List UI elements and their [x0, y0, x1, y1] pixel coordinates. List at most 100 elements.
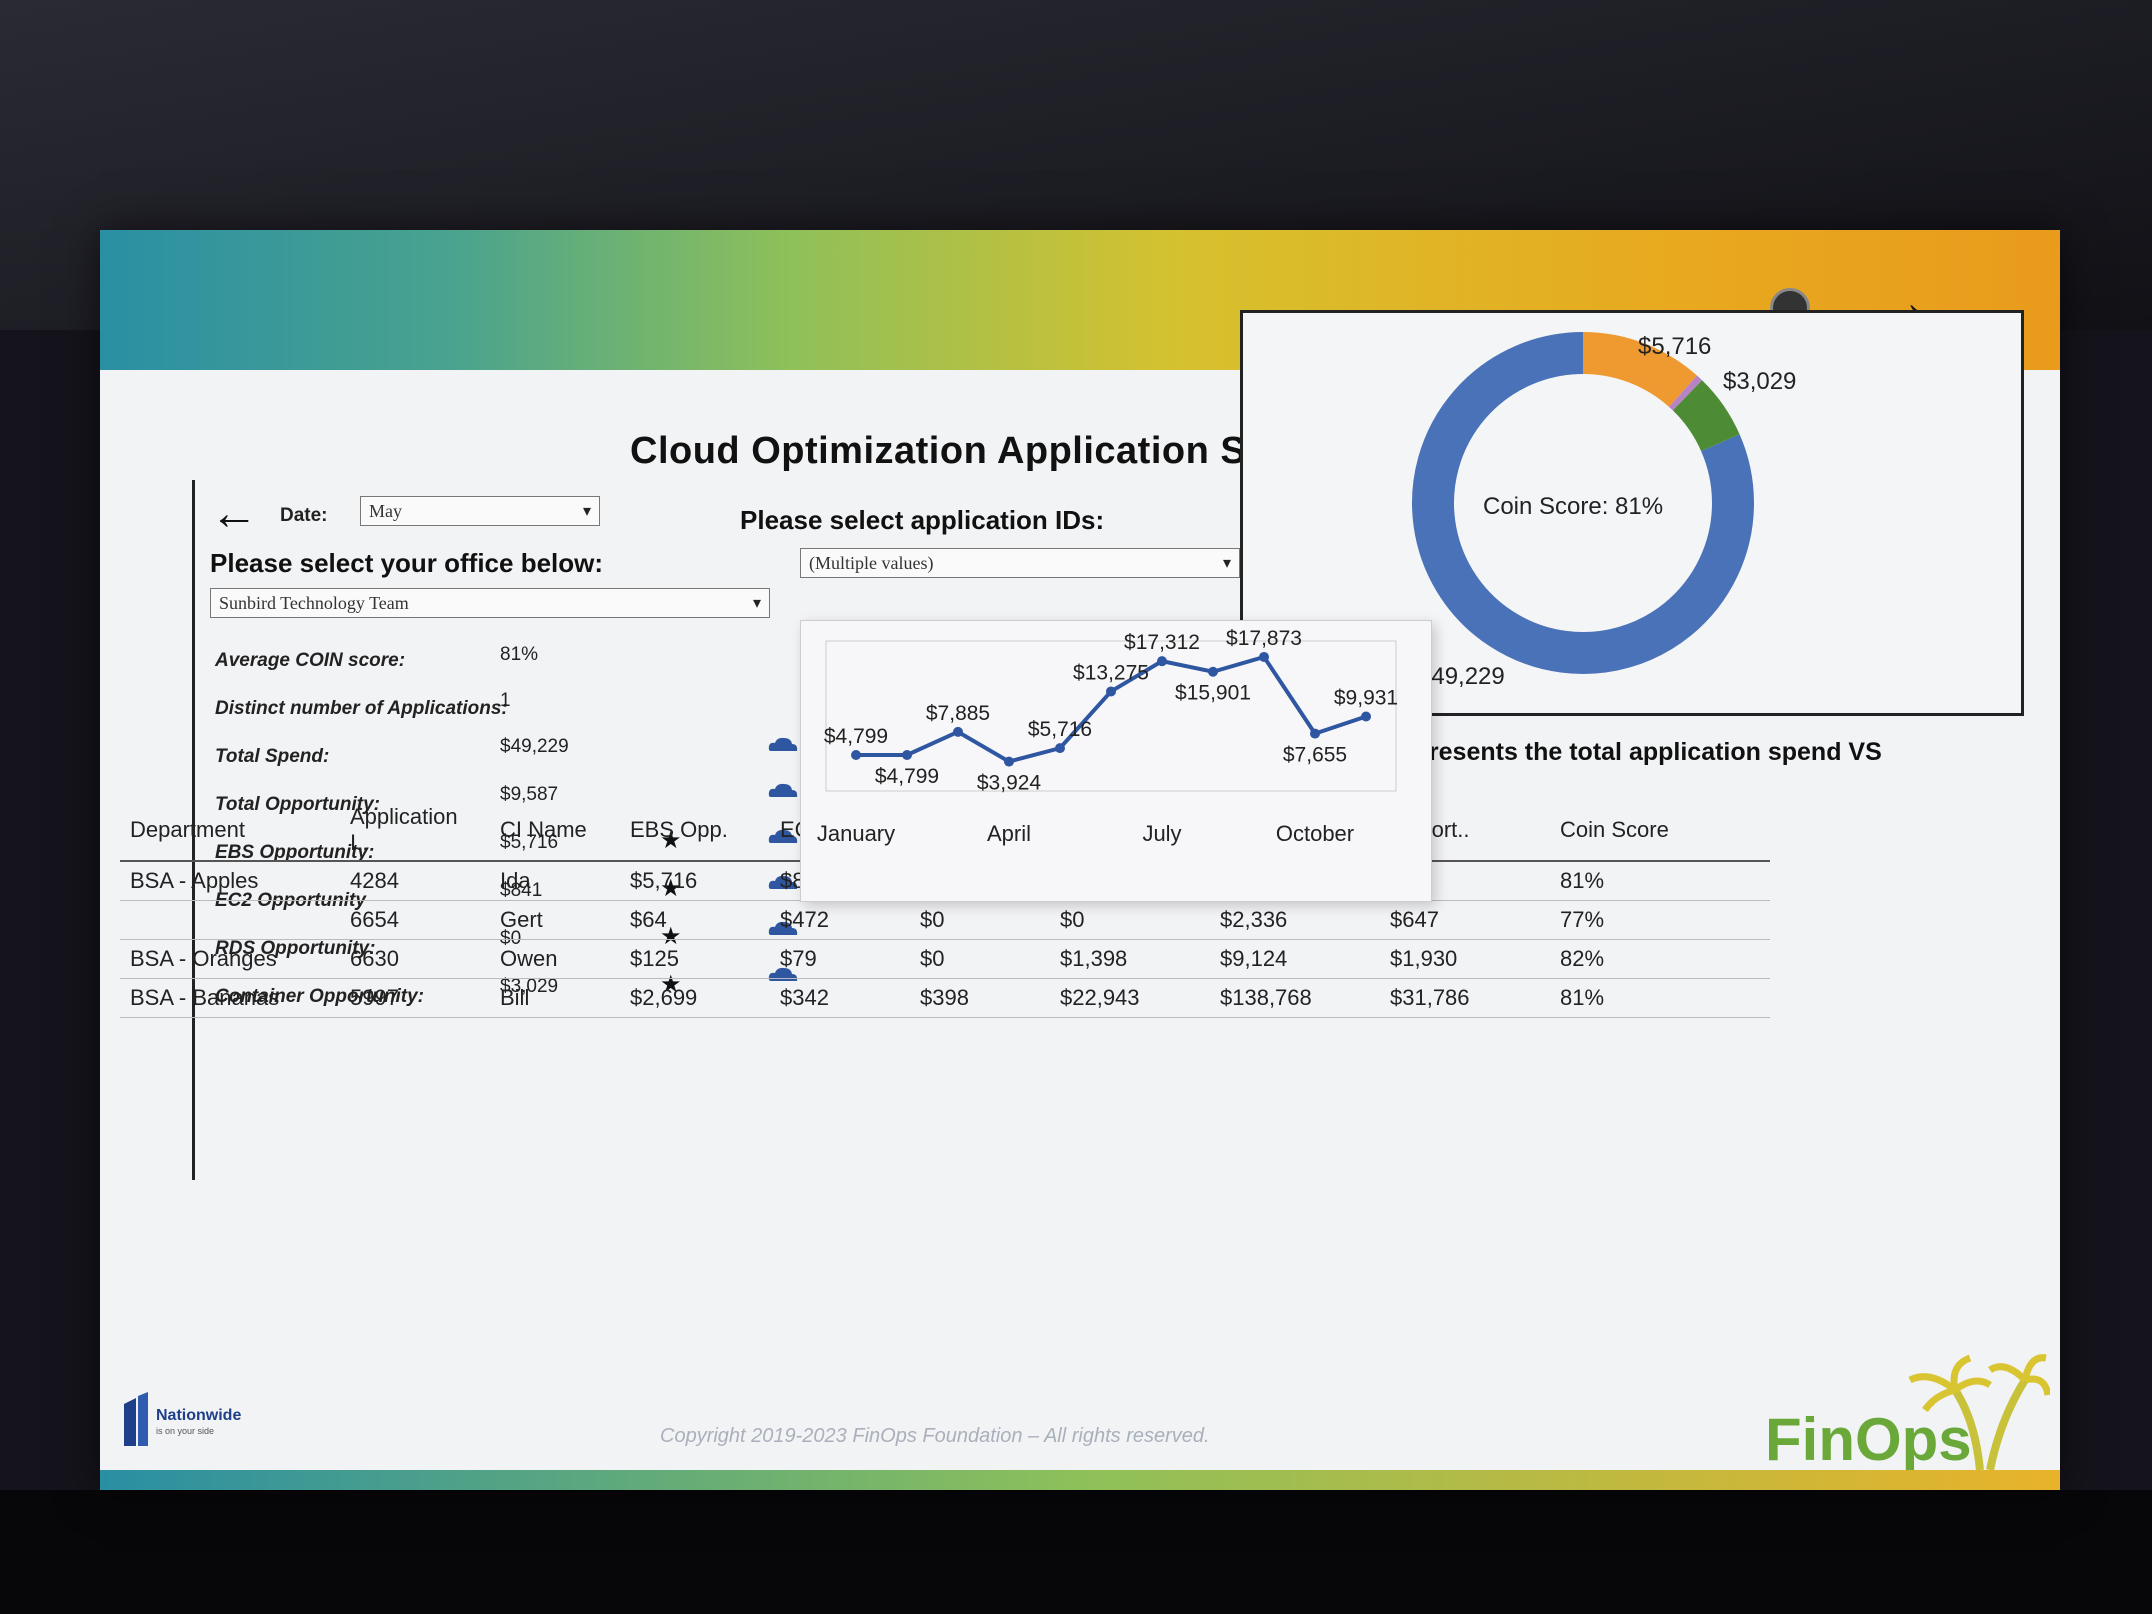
nationwide-logo: Nationwide is on your side [124, 1392, 241, 1446]
table-cell: $0 [910, 939, 1050, 979]
spend-trend-line-chart: $4,799 $4,799 $7,885 $3,924 $5,716 $13,275 $17… [817, 627, 1398, 846]
table-cell: Bill [490, 978, 620, 1018]
table-cell: $472 [770, 900, 910, 940]
coin-score-donut-panel: Coin Score: 81% $5,716 $3,029 $49,229 [1240, 310, 2024, 716]
projector-screen: → Cloud Optimization Application Summary… [100, 230, 2060, 1490]
plot-area [825, 640, 1397, 792]
donut-label-container: $3,029 [1723, 368, 1797, 395]
back-arrow-button[interactable]: ← [210, 487, 258, 540]
table-cell: $398 [910, 978, 1050, 1018]
nationwide-logo-text: Nationwide [156, 1407, 241, 1424]
chevron-down-icon: ▾ [752, 595, 761, 612]
data-point[interactable] [1208, 666, 1218, 677]
footer-strip [100, 1470, 2060, 1490]
data-label: $4,799 [875, 765, 939, 788]
office-heading: Please select your office below: [210, 548, 604, 578]
table-cell: $647 [1380, 900, 1550, 940]
office-value: Sunbird Technology Team [219, 593, 409, 613]
table-cell: 5997 [340, 978, 490, 1018]
app-ids-dropdown[interactable]: (Multiple values) ▾ [800, 548, 1240, 578]
table-cell: $138,768 [1210, 978, 1380, 1018]
metric-value: 1 [500, 690, 511, 711]
table-cell: $31,786 [1380, 978, 1550, 1018]
table-cell: $1,398 [1050, 939, 1210, 979]
donut-slice-container[interactable] [1672, 380, 1740, 452]
donut-slice-ebs[interactable] [1582, 332, 1697, 408]
nationwide-logo-tagline: is on your side [156, 1426, 214, 1436]
table-cell: $2,699 [620, 978, 770, 1018]
donut-label-ebs: $5,716 [1638, 333, 1712, 360]
column-header[interactable]: Coin Score [1550, 800, 1770, 862]
table-cell: $2,336 [1210, 900, 1380, 940]
legend-note: represents the total application spend V… [1390, 738, 1882, 766]
cloud-icon [768, 737, 798, 751]
table-cell: $9,124 [1210, 939, 1380, 979]
finops-logo-text: FinOps [1765, 1406, 1972, 1473]
table-cell: 81% [1550, 861, 1770, 901]
app-ids-value: (Multiple values) [809, 553, 934, 573]
data-point[interactable] [902, 750, 912, 761]
table-cell: $342 [770, 978, 910, 1018]
cloud-icon [768, 783, 798, 797]
data-point[interactable] [953, 726, 963, 737]
table-row[interactable]: BSA - Oranges 6630 Owen $125 $79 $0 $1,3… [120, 939, 1770, 979]
column-header[interactable]: CI Name [490, 800, 620, 862]
data-label: $17,312 [1124, 631, 1200, 654]
data-point[interactable] [1310, 728, 1320, 739]
table-cell: BSA - Bananas [120, 978, 340, 1018]
table-cell: Owen [490, 939, 620, 979]
data-label: $3,924 [977, 772, 1042, 795]
column-header[interactable]: EBS Opp. [620, 800, 770, 862]
spend-trend-tooltip: $4,799 $4,799 $7,885 $3,924 $5,716 $13,275 $17… [800, 620, 1432, 902]
table-row[interactable]: 6654 Gert $64 $472 $0 $0 $2,336 $647 77% [120, 900, 1770, 940]
table-cell: Gert [490, 900, 620, 940]
data-label: $4,799 [824, 725, 888, 748]
table-cell: $64 [620, 900, 770, 940]
data-label: $7,885 [926, 702, 990, 725]
data-point[interactable] [1055, 743, 1065, 754]
table-cell: BSA - Oranges [120, 939, 340, 979]
column-header[interactable]: Application I.. [340, 800, 490, 862]
chevron-down-icon: ▾ [1222, 555, 1231, 572]
chevron-down-icon: ▾ [582, 503, 591, 520]
donut-chart [1412, 332, 1754, 674]
metric-value: $49,229 [500, 736, 569, 757]
data-label: $9,931 [1334, 687, 1398, 710]
data-point[interactable] [1361, 711, 1371, 722]
table-cell: $5,716 [620, 861, 770, 901]
date-dropdown[interactable]: May ▾ [360, 496, 600, 526]
data-label: $5,716 [1028, 718, 1092, 741]
table-cell [120, 900, 340, 940]
table-cell: 77% [1550, 900, 1770, 940]
app-heading: Please select application IDs: [740, 505, 1105, 535]
table-cell: $22,943 [1050, 978, 1210, 1018]
x-tick-label: July [1142, 821, 1181, 846]
x-tick-label: April [987, 821, 1031, 846]
metric-value: 81% [500, 644, 539, 665]
data-point[interactable] [1157, 656, 1167, 667]
data-label: $13,275 [1073, 661, 1149, 684]
data-label: $7,655 [1283, 744, 1347, 767]
table-cell: 82% [1550, 939, 1770, 979]
data-label: $17,873 [1226, 627, 1302, 650]
table-cell: Ida [490, 861, 620, 901]
column-header[interactable]: Department [120, 800, 340, 862]
table-cell: 6630 [340, 939, 490, 979]
metric-label: Total Spend: [215, 746, 330, 767]
donut-slice-total[interactable] [1412, 332, 1754, 674]
room-floor [0, 1490, 2152, 1614]
finops-palm-logo [1908, 1354, 2050, 1470]
date-value: May [369, 501, 402, 521]
x-tick-label: January [817, 821, 895, 846]
table-cell: $0 [910, 900, 1050, 940]
table-row[interactable]: BSA - Bananas 5997 Bill $2,699 $342 $398… [120, 978, 1770, 1018]
metric-value: $9,587 [500, 784, 559, 805]
data-point[interactable] [851, 750, 861, 761]
date-label: Date: [280, 505, 328, 526]
donut-slice-ec2[interactable] [1668, 375, 1703, 411]
table-cell: 6654 [340, 900, 490, 940]
data-point[interactable] [1259, 651, 1269, 662]
data-point[interactable] [1004, 756, 1014, 767]
office-dropdown[interactable]: Sunbird Technology Team ▾ [210, 588, 770, 618]
data-point[interactable] [1106, 686, 1116, 697]
